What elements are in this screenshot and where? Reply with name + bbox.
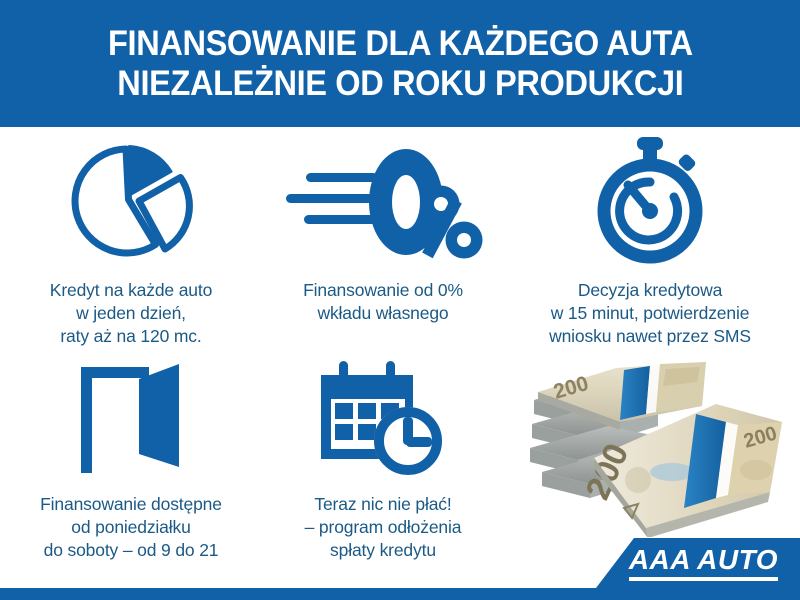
pie-chart-icon-wrap — [67, 135, 195, 265]
note-bundle-back: 200 — [538, 362, 706, 430]
banknote-stacks-photo: 200 200 — [520, 352, 785, 538]
caption-line: wkładu własnego — [317, 303, 449, 323]
aaa-auto-logo-underline — [628, 577, 778, 581]
footer-bar — [0, 588, 800, 600]
banknote-stacks-graphic: 200 200 — [530, 362, 782, 538]
feature-caption: Finansowanie dostępne od poniedziałku do… — [40, 493, 222, 562]
stopwatch-icon — [597, 137, 703, 264]
feature-caption: Teraz nic nie płać! – program odłożenia … — [305, 493, 462, 562]
pie-chart-icon — [71, 145, 193, 257]
open-door-icon-wrap — [71, 349, 191, 479]
zero-percent-icon-wrap — [278, 135, 488, 265]
stopwatch-icon-wrap — [585, 135, 715, 265]
feature-fast-decision: Decyzja kredytowa w 15 minut, potwierdze… — [500, 135, 800, 348]
feature-grid: Kredyt na każde auto w jeden dzień, raty… — [0, 127, 800, 588]
feature-caption: Decyzja kredytowa w 15 minut, potwierdze… — [549, 279, 751, 348]
open-door-icon — [81, 364, 179, 473]
aaa-auto-logo-text: AAA AUTO — [628, 544, 778, 575]
aaa-auto-logo-inner: AAA AUTO — [628, 544, 778, 581]
caption-line: – program odłożenia — [304, 517, 462, 537]
caption-line: w 15 minut, potwierdzenie — [550, 303, 750, 323]
header-banner: FINANSOWANIE DLA KAŻDEGO AUTA NIEZALEŻNI… — [0, 0, 800, 127]
feature-opening-hours: Finansowanie dostępne od poniedziałku do… — [0, 349, 262, 562]
note-bundle-front: 200 200 — [579, 404, 782, 538]
caption-line: raty aż na 120 mc. — [60, 326, 202, 346]
calendar-clock-icon-wrap — [313, 349, 453, 479]
caption-line: Kredyt na każde auto — [49, 280, 213, 300]
caption-line: spłaty kredytu — [330, 540, 436, 560]
caption-line: do soboty – od 9 do 21 — [43, 540, 219, 560]
caption-line: Decyzja kredytowa — [577, 280, 723, 300]
zero-percent-icon — [286, 149, 483, 259]
caption-line: Finansowanie dostępne — [40, 494, 222, 514]
caption-line: w jeden dzień, — [76, 303, 186, 323]
aaa-auto-logo[interactable]: AAA AUTO — [596, 538, 800, 588]
calendar-clock-icon — [321, 361, 442, 475]
header-title-line-2: NIEZALEŻNIE OD ROKU PRODUKCJI — [116, 63, 684, 103]
feature-caption: Finansowanie od 0% wkładu własnego — [303, 279, 463, 325]
header-title-line-1: FINANSOWANIE DLA KAŻDEGO AUTA — [107, 23, 693, 63]
caption-line: od poniedziałku — [71, 517, 191, 537]
caption-line: Finansowanie od 0% — [303, 280, 463, 300]
caption-line: wniosku nawet przez SMS — [549, 326, 751, 346]
feature-zero-percent: Finansowanie od 0% wkładu własnego — [258, 135, 508, 325]
feature-credit-every-car: Kredyt na każde auto w jeden dzień, raty… — [0, 135, 262, 348]
caption-line: Teraz nic nie płać! — [314, 494, 452, 514]
feature-deferred-payment: Teraz nic nie płać! – program odłożenia … — [258, 349, 508, 562]
feature-caption: Kredyt na każde auto w jeden dzień, raty… — [49, 279, 213, 348]
